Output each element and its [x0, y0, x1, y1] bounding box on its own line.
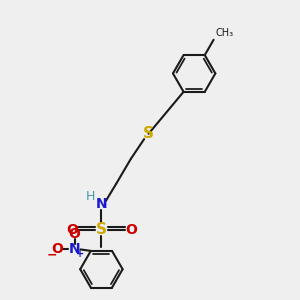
Text: S: S [143, 126, 154, 141]
Text: O: O [66, 223, 78, 236]
Text: N: N [69, 242, 80, 256]
Text: O: O [125, 223, 137, 236]
Text: +: + [76, 249, 85, 259]
Text: O: O [52, 242, 64, 256]
Text: CH₃: CH₃ [215, 28, 233, 38]
Text: N: N [96, 197, 107, 212]
Text: −: − [46, 248, 57, 261]
Text: O: O [69, 227, 81, 241]
Text: H: H [85, 190, 95, 203]
Text: S: S [96, 222, 107, 237]
